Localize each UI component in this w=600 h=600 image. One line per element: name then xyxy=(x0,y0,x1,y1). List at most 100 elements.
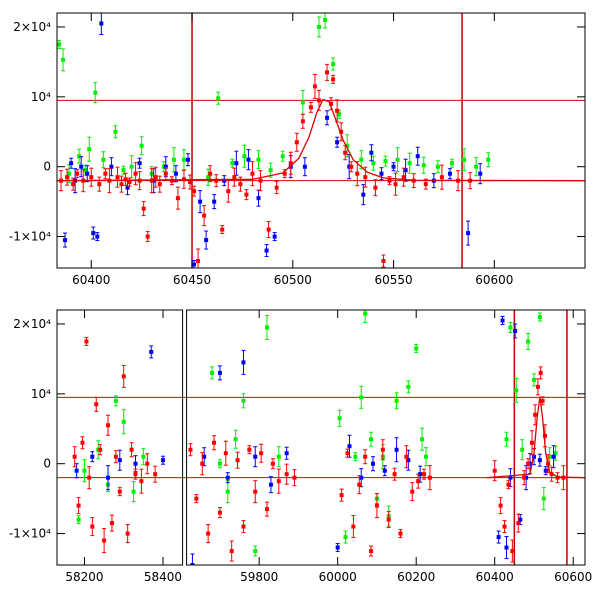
data-point xyxy=(71,182,76,187)
data-point xyxy=(276,479,281,484)
data-point xyxy=(498,503,503,508)
data-point xyxy=(265,507,270,512)
data-point xyxy=(160,458,165,463)
data-point xyxy=(220,227,225,232)
bottom-series-2 xyxy=(72,336,566,563)
data-point xyxy=(369,150,374,155)
data-point xyxy=(380,447,385,452)
data-point xyxy=(351,524,356,529)
data-point xyxy=(316,24,321,29)
data-point xyxy=(363,454,368,459)
data-point xyxy=(121,419,126,424)
data-point xyxy=(131,489,136,494)
data-point xyxy=(241,524,246,529)
data-point xyxy=(208,171,213,176)
bottom-series-1 xyxy=(74,315,556,565)
data-point xyxy=(266,227,271,232)
data-point xyxy=(82,468,87,473)
data-point xyxy=(63,238,68,243)
data-point xyxy=(74,468,79,473)
data-point xyxy=(129,447,134,452)
data-point xyxy=(139,479,144,484)
data-point xyxy=(329,101,334,106)
data-point xyxy=(284,472,289,477)
data-point xyxy=(361,192,366,197)
data-point xyxy=(347,444,352,449)
data-point xyxy=(133,472,138,477)
data-point xyxy=(316,98,321,103)
x-tick-label: 60500 xyxy=(274,273,312,287)
data-point xyxy=(520,447,525,452)
data-point xyxy=(57,42,62,47)
data-point xyxy=(421,163,426,168)
bottom-series-0 xyxy=(76,310,558,557)
y-tick-label: 10⁴ xyxy=(31,387,51,401)
data-point xyxy=(371,161,376,166)
top-model-curve xyxy=(57,98,585,182)
data-point xyxy=(246,157,251,162)
data-point xyxy=(555,475,560,480)
data-point xyxy=(153,175,158,180)
data-point xyxy=(87,147,92,152)
data-point xyxy=(196,259,201,264)
data-point xyxy=(99,21,104,26)
data-point xyxy=(292,475,297,480)
x-tick-label: 60400 xyxy=(72,273,110,287)
data-point xyxy=(102,538,107,543)
data-point xyxy=(516,521,521,526)
data-point xyxy=(435,164,440,169)
data-point xyxy=(339,493,344,498)
data-point xyxy=(359,157,364,162)
data-point xyxy=(312,84,317,89)
data-point xyxy=(343,535,348,540)
data-point xyxy=(87,475,92,480)
data-point xyxy=(335,545,340,550)
x-tick-label: 60600 xyxy=(475,273,513,287)
data-point xyxy=(424,454,429,459)
data-point xyxy=(403,168,408,173)
data-point xyxy=(101,157,106,162)
data-point xyxy=(264,248,269,253)
data-point xyxy=(247,447,252,452)
data-point xyxy=(508,325,513,330)
data-point xyxy=(543,468,548,473)
data-point xyxy=(391,164,396,169)
data-point xyxy=(504,545,509,550)
data-point xyxy=(393,182,398,187)
data-point xyxy=(226,189,231,194)
data-point xyxy=(540,398,545,403)
data-point xyxy=(379,171,384,176)
data-point xyxy=(230,161,235,166)
bottom-frame-right xyxy=(186,309,586,566)
bottom-frame-left xyxy=(56,309,184,566)
data-point xyxy=(198,199,203,204)
data-point xyxy=(325,115,330,120)
data-point xyxy=(173,171,178,176)
data-point xyxy=(67,171,72,176)
data-point xyxy=(373,185,378,190)
top-series-0 xyxy=(57,13,491,186)
data-point xyxy=(161,164,166,169)
data-point xyxy=(121,168,126,173)
data-point xyxy=(242,154,247,159)
data-point xyxy=(121,374,126,379)
data-point xyxy=(109,164,114,169)
data-point xyxy=(531,377,536,382)
data-point xyxy=(268,168,273,173)
data-point xyxy=(404,454,409,459)
data-point xyxy=(335,140,340,145)
data-point xyxy=(76,517,81,522)
data-point xyxy=(223,451,228,456)
data-point xyxy=(188,447,193,452)
top-frame xyxy=(56,12,586,269)
data-point xyxy=(163,171,168,176)
data-point xyxy=(439,175,444,180)
data-point xyxy=(363,311,368,316)
data-point xyxy=(106,475,111,480)
data-point xyxy=(478,171,483,176)
data-point xyxy=(169,178,174,183)
bottom-panel: 58200 58400 59800 60000 60200 60400 60600 2×10⁴… xyxy=(9,309,592,584)
data-point xyxy=(235,458,240,463)
data-point xyxy=(94,402,99,407)
